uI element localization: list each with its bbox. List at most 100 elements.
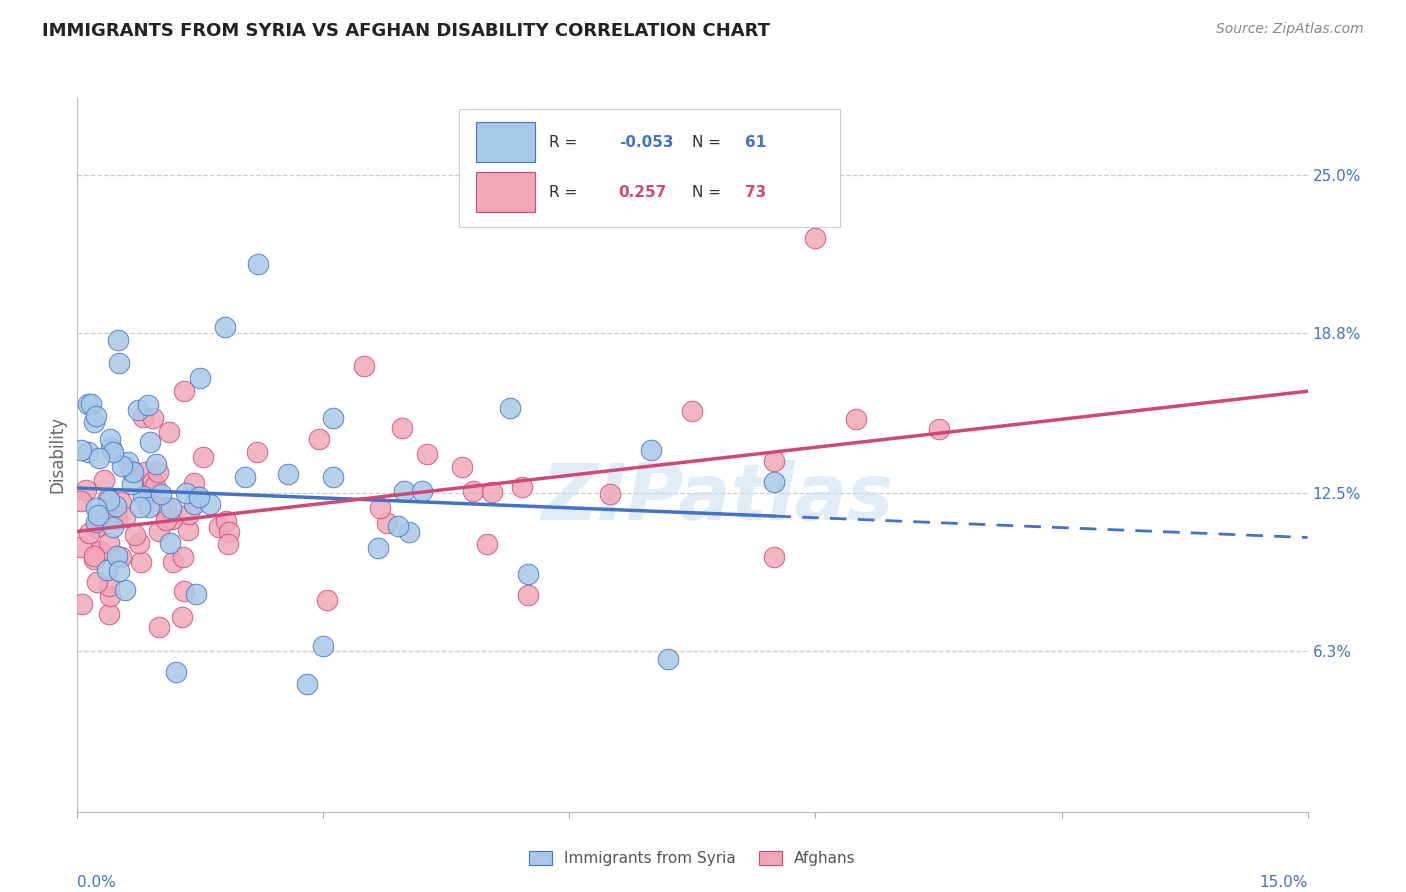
Point: [76, 444, 98, 458]
Point: [89, 544, 111, 558]
Point: [499, 401, 522, 415]
Point: [315, 592, 337, 607]
Point: [138, 483, 160, 498]
Point: [845, 412, 868, 426]
Point: [97, 579, 120, 593]
Point: [157, 425, 180, 439]
Point: [132, 409, 155, 424]
Point: [84, 500, 107, 515]
Point: [129, 555, 152, 569]
Text: ZIPatlas: ZIPatlas: [541, 459, 893, 536]
Point: [176, 485, 198, 500]
Point: [159, 501, 181, 516]
Point: [481, 485, 503, 500]
Point: [246, 257, 269, 271]
Point: [353, 359, 375, 373]
Point: [142, 475, 165, 489]
Point: [149, 500, 172, 515]
Point: [138, 398, 160, 412]
Point: [86, 575, 108, 590]
Point: [101, 520, 124, 534]
Legend: Immigrants from Syria, Afghans: Immigrants from Syria, Afghans: [523, 845, 862, 872]
Point: [208, 519, 231, 533]
Point: [411, 483, 433, 498]
Text: 73: 73: [745, 185, 766, 200]
Point: [122, 465, 145, 479]
Point: [312, 639, 335, 653]
Point: [138, 500, 160, 514]
Point: [188, 490, 211, 504]
Text: 0.257: 0.257: [619, 185, 666, 200]
Point: [198, 497, 221, 511]
Point: [111, 459, 134, 474]
Point: [114, 509, 136, 524]
Point: [375, 516, 398, 530]
Point: [98, 536, 121, 550]
Point: [128, 535, 150, 549]
Point: [70, 493, 93, 508]
Point: [98, 607, 121, 621]
Text: N =: N =: [693, 185, 727, 200]
Point: [132, 489, 155, 503]
Point: [97, 491, 120, 505]
Text: Source: ZipAtlas.com: Source: ZipAtlas.com: [1216, 22, 1364, 37]
Point: [127, 402, 149, 417]
Point: [763, 475, 786, 490]
Point: [89, 451, 111, 466]
Point: [215, 514, 238, 528]
Point: [70, 598, 93, 612]
Point: [165, 665, 187, 679]
Point: [183, 476, 205, 491]
Point: [70, 540, 93, 554]
Point: [682, 404, 704, 418]
Point: [83, 549, 105, 563]
Point: [108, 356, 131, 370]
Point: [246, 445, 269, 459]
Point: [134, 465, 156, 479]
Point: [120, 463, 142, 477]
Point: [214, 320, 236, 334]
Point: [121, 477, 143, 491]
Point: [368, 501, 391, 516]
Point: [450, 460, 472, 475]
Point: [77, 525, 100, 540]
Text: IMMIGRANTS FROM SYRIA VS AFGHAN DISABILITY CORRELATION CHART: IMMIGRANTS FROM SYRIA VS AFGHAN DISABILI…: [42, 22, 770, 40]
Text: R =: R =: [548, 135, 582, 150]
Point: [155, 513, 177, 527]
Point: [392, 484, 415, 499]
Point: [172, 549, 194, 564]
Point: [148, 466, 170, 480]
Point: [110, 495, 132, 509]
Point: [172, 609, 194, 624]
Text: N =: N =: [693, 135, 727, 150]
Point: [416, 447, 439, 461]
Point: [145, 457, 167, 471]
Point: [640, 443, 662, 458]
Point: [107, 333, 129, 347]
Point: [928, 422, 950, 436]
FancyBboxPatch shape: [477, 122, 536, 162]
Text: R =: R =: [548, 185, 582, 200]
Point: [217, 537, 239, 551]
Point: [80, 397, 103, 411]
Text: 0.0%: 0.0%: [77, 875, 117, 890]
Point: [763, 453, 786, 467]
Point: [184, 586, 207, 600]
Point: [295, 677, 318, 691]
Point: [100, 441, 122, 455]
Point: [155, 500, 177, 515]
Point: [124, 527, 146, 541]
Point: [517, 567, 540, 582]
Point: [84, 520, 107, 534]
Point: [148, 620, 170, 634]
Point: [87, 508, 110, 523]
Point: [367, 541, 389, 555]
Point: [83, 415, 105, 429]
Point: [763, 549, 786, 564]
Point: [322, 410, 344, 425]
Point: [104, 505, 127, 519]
Point: [129, 500, 152, 514]
Point: [475, 537, 498, 551]
Y-axis label: Disability: Disability: [48, 417, 66, 493]
Point: [117, 455, 139, 469]
